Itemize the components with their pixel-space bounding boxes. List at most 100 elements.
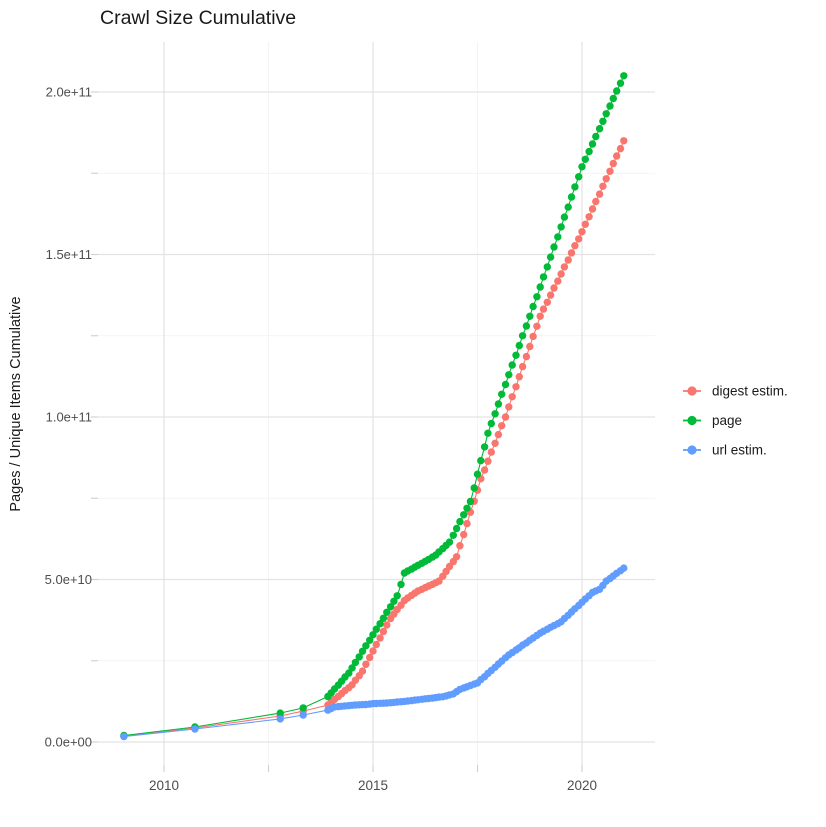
series-point [477, 456, 485, 465]
series-point [536, 283, 544, 291]
series-point [498, 390, 506, 398]
series-point [487, 448, 495, 456]
series-point [550, 284, 558, 292]
x-tick-label: 2020 [567, 778, 597, 793]
series-point [571, 183, 579, 191]
series-point [602, 175, 610, 183]
series-point [616, 79, 625, 87]
series-point [620, 564, 628, 572]
series-point [480, 443, 489, 451]
series-point [578, 228, 586, 236]
series-point [609, 159, 617, 168]
series-point [508, 393, 516, 401]
plot-panel [98, 42, 655, 765]
series-point [602, 110, 610, 118]
series-point [466, 497, 475, 506]
legend-key-point [687, 386, 697, 396]
series-point [456, 517, 464, 526]
series-point [592, 197, 600, 206]
series-point [609, 94, 617, 103]
series-point [386, 603, 395, 611]
series-point [613, 87, 621, 95]
series-point [533, 322, 541, 330]
series-point [560, 263, 569, 271]
series-point [452, 553, 461, 561]
series-point [620, 72, 628, 80]
series-point [276, 715, 284, 723]
series-point [518, 332, 527, 340]
series-point [581, 155, 589, 163]
series-point [512, 351, 520, 359]
series-point [299, 711, 307, 719]
chart-title: Crawl Size Cumulative [100, 7, 297, 29]
series-point [557, 270, 565, 278]
series-point [379, 614, 388, 622]
series-point [575, 173, 583, 181]
series-point [376, 620, 384, 628]
series-point [599, 117, 607, 126]
series-point [585, 213, 593, 221]
series-point [543, 298, 551, 306]
x-tick-label: 2015 [358, 778, 388, 793]
series-point [473, 470, 482, 478]
series-point [498, 422, 506, 430]
series-point [358, 667, 367, 675]
series-point [613, 152, 621, 160]
series-point [518, 362, 527, 371]
series-point [564, 203, 572, 211]
series-point [515, 373, 523, 381]
y-tick-label: 1.0e+11 [46, 410, 92, 425]
series-point [546, 253, 555, 261]
series-point [494, 430, 503, 439]
series-point [501, 413, 510, 421]
series-point [299, 704, 307, 712]
series-point [383, 621, 391, 629]
legend-key-point [687, 415, 697, 426]
series-point [484, 429, 492, 437]
series-point [372, 640, 380, 649]
series-point [539, 273, 548, 281]
series-point [606, 102, 614, 110]
series-point [484, 457, 492, 465]
series-point [351, 658, 360, 667]
series-point [526, 342, 534, 351]
legend-label: digest estim. [712, 384, 788, 399]
series-point [452, 524, 461, 533]
series-point [501, 380, 510, 389]
series-point [533, 293, 541, 301]
y-tick-label: 2.0e+11 [46, 85, 92, 100]
series-point [546, 291, 555, 299]
series-point [539, 305, 548, 313]
series-point [480, 466, 489, 474]
series-point [397, 580, 405, 589]
series-point [575, 235, 583, 243]
series-point [460, 530, 468, 539]
series-point [571, 242, 579, 250]
series-point [578, 163, 586, 171]
series-point [599, 182, 607, 190]
x-tick-label: 2010 [149, 778, 179, 793]
series-point [554, 233, 562, 241]
legend-key-point [687, 445, 697, 455]
series-point [460, 511, 468, 519]
series-point [588, 140, 597, 148]
series-point [505, 403, 513, 411]
series-point [581, 220, 589, 228]
series-point [505, 371, 513, 379]
series-point [616, 144, 625, 153]
series-point [529, 332, 537, 341]
series-point [463, 504, 471, 512]
series-point [120, 732, 128, 741]
series-point [487, 419, 495, 428]
series-point [376, 634, 384, 642]
series-point [595, 190, 604, 198]
series-point [494, 400, 503, 408]
series-point [564, 256, 572, 264]
series-point [588, 205, 597, 213]
series-point [456, 542, 464, 550]
series-point [526, 312, 534, 320]
series-point [393, 592, 401, 600]
series-point [445, 538, 454, 546]
series-point [512, 383, 520, 391]
